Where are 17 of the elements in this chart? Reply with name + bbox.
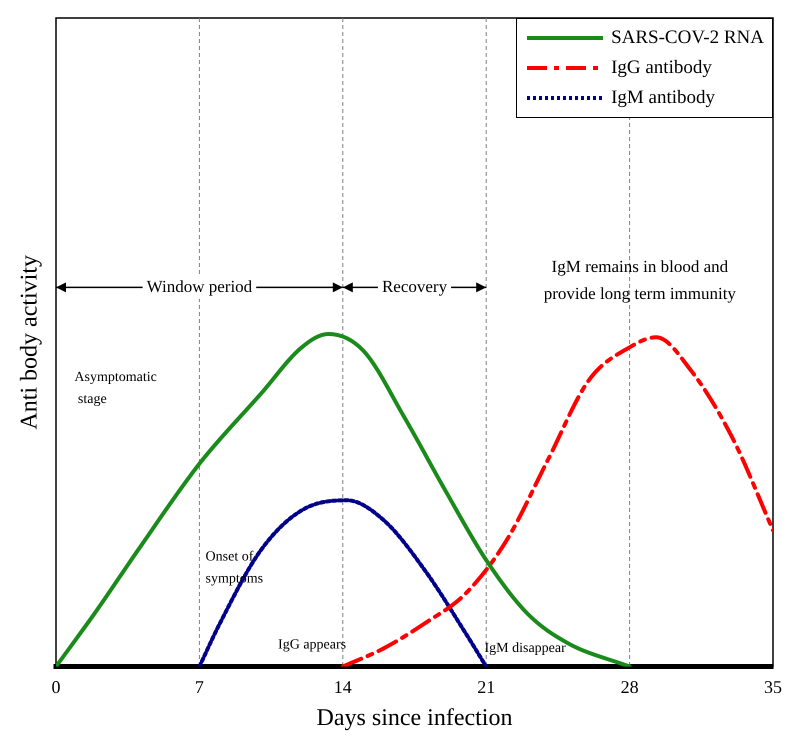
text: Recovery [382,276,448,296]
text: Window period [146,276,253,296]
x-tick-label: 7 [194,677,204,698]
x-tick-label: 28 [620,677,639,698]
legend-label: IgM antibody [611,87,716,109]
annotation: IgG appears [278,638,346,653]
x-tick-label: 35 [764,677,782,698]
x-tick-label: 14 [334,677,352,698]
x-axis-title: Days since infection [316,704,512,731]
annotation: Asymptomatic stage [74,370,157,407]
x-tick-label: 0 [52,677,60,698]
annotation: IgM disappear [484,640,566,656]
legend-label: SARS-COV-2 RNA [611,27,764,49]
text: IgM remains in blood and provide long term immunity [544,256,736,303]
legend-label: IgG antibody [611,57,712,79]
y-axis-title: Anti body activity [16,254,42,430]
x-tick-label: 21 [477,677,496,698]
